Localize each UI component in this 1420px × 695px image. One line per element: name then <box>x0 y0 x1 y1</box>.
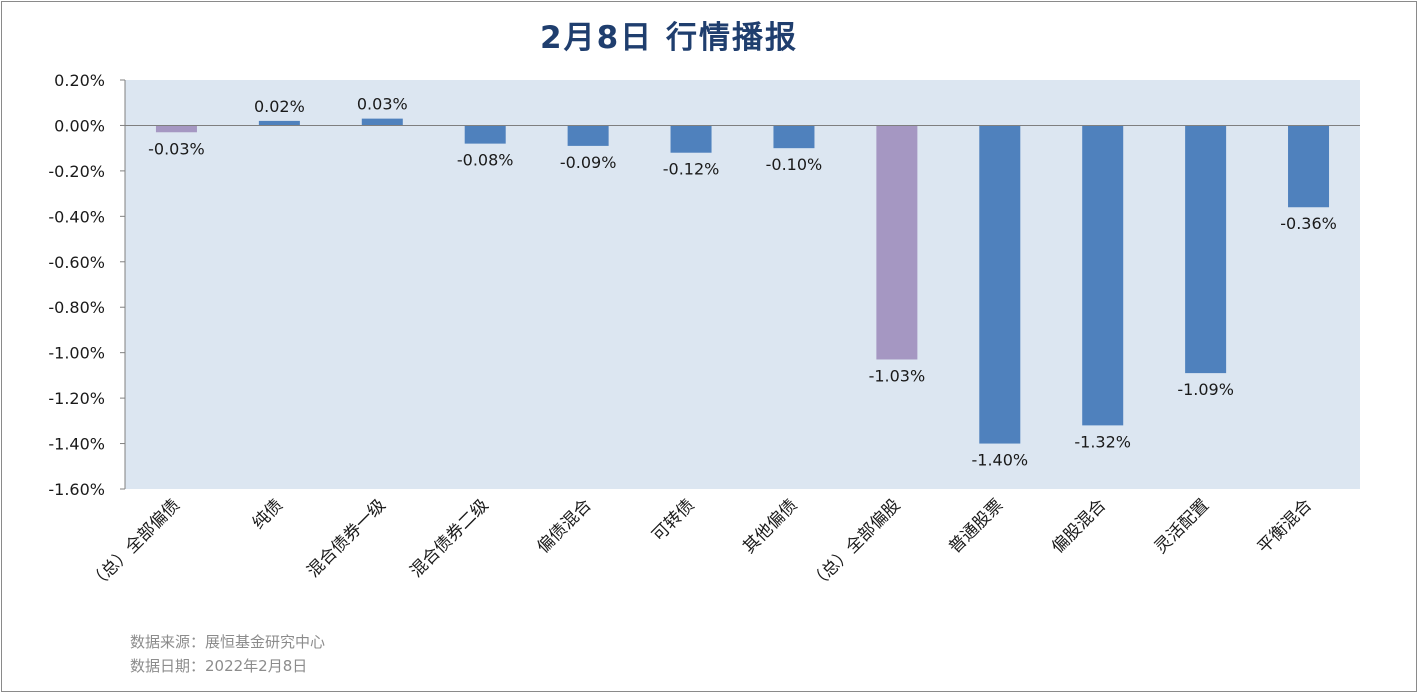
y-tick-label: -0.80% <box>48 298 105 317</box>
x-tick-label: 灵活配置 <box>1151 495 1213 557</box>
data-label: -0.12% <box>663 160 720 179</box>
bar <box>876 125 918 360</box>
data-label: 0.02% <box>254 97 305 116</box>
y-tick-label: -0.40% <box>48 207 105 226</box>
x-tick-label: （总）全部偏债 <box>86 495 184 593</box>
y-tick-label: -1.40% <box>48 435 105 454</box>
data-date-note: 数据日期：2022年2月8日 <box>130 657 308 675</box>
data-label: -0.10% <box>766 155 823 174</box>
bar <box>258 120 300 126</box>
y-tick-label: -1.00% <box>48 344 105 363</box>
y-tick-label: -1.20% <box>48 389 105 408</box>
data-label: -0.36% <box>1280 214 1337 233</box>
bar <box>155 125 197 133</box>
x-tick-label: 可转债 <box>648 495 698 545</box>
x-tick-label: （总）全部偏股 <box>806 495 904 593</box>
data-label: -0.08% <box>457 151 514 170</box>
data-label: -1.32% <box>1074 432 1131 451</box>
x-tick-label: 纯债 <box>249 495 287 533</box>
data-label: -1.40% <box>971 451 1028 470</box>
x-tick-label: 混合债券一级 <box>304 495 390 581</box>
bar <box>670 125 712 153</box>
x-tick-label: 偏债混合 <box>533 495 595 557</box>
bar <box>1082 125 1124 426</box>
data-label: 0.03% <box>357 95 408 114</box>
data-source-note: 数据来源：展恒基金研究中心 <box>130 633 326 651</box>
bar <box>1288 125 1330 208</box>
x-tick-label: 平衡混合 <box>1254 495 1316 557</box>
data-label: -0.03% <box>148 139 205 158</box>
chart-title: 2月8日 行情播报 <box>540 20 798 56</box>
x-tick-label: 普通股票 <box>945 495 1007 557</box>
data-label: -1.09% <box>1177 380 1234 399</box>
x-tick-label: 混合债券二级 <box>406 495 492 581</box>
bar <box>1185 125 1227 374</box>
bar <box>361 118 403 126</box>
x-tick-label: 偏股混合 <box>1048 495 1110 557</box>
bar <box>567 125 609 146</box>
y-tick-label: 0.20% <box>54 71 105 90</box>
plot-area <box>125 80 1360 489</box>
bar <box>979 125 1021 444</box>
y-tick-label: -0.20% <box>48 162 105 181</box>
bar <box>464 125 506 144</box>
data-label: -1.03% <box>869 366 926 385</box>
y-tick-label: -1.60% <box>48 480 105 499</box>
y-tick-label: 0.00% <box>54 116 105 135</box>
bar <box>773 125 815 149</box>
data-label: -0.09% <box>560 153 617 172</box>
y-tick-label: -0.60% <box>48 253 105 272</box>
x-tick-label: 其他偏债 <box>739 495 801 557</box>
